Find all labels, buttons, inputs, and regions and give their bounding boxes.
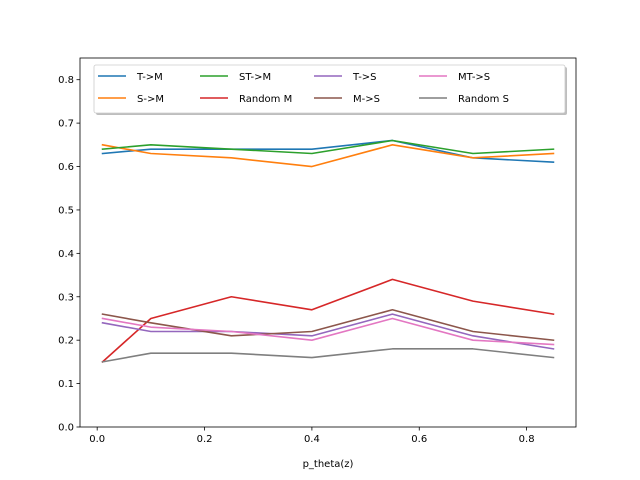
series-line-random-m — [101, 278, 555, 364]
legend-label: T->S — [352, 72, 377, 83]
x-axis: 0.0 0.2 0.4 0.6 0.8 — [89, 427, 535, 445]
y-tick-label: 0.3 — [58, 292, 74, 303]
y-tick-label: 0.5 — [58, 205, 74, 216]
series-line-mt-s — [101, 317, 555, 346]
legend-label: M->S — [353, 94, 380, 105]
y-tick-label: 0.8 — [58, 75, 74, 86]
x-axis-label: p_theta(z) — [303, 459, 354, 470]
legend-label: T->M — [136, 72, 163, 83]
y-tick-label: 0.2 — [58, 336, 74, 347]
y-tick-label: 0.6 — [58, 162, 74, 173]
legend-label: Random S — [458, 94, 509, 105]
series-line-st-m — [101, 139, 555, 155]
series-line-random-s — [101, 348, 555, 363]
y-axis: 0.0 0.1 0.2 0.3 0.4 0.5 0.6 0.7 0.8 — [58, 75, 80, 434]
legend: T->M S->M ST->M Random M T->S M->S MT->S Random… — [93, 64, 567, 115]
y-tick-label: 0.7 — [58, 119, 74, 130]
x-tick-label: 0.0 — [89, 434, 105, 445]
series-line-m-s — [101, 308, 555, 342]
legend-box — [93, 64, 566, 114]
x-tick-label: 0.6 — [411, 434, 427, 445]
y-tick-label: 0.4 — [58, 249, 74, 260]
series-layer — [101, 139, 555, 364]
legend-label: S->M — [137, 94, 164, 105]
legend-label: ST->M — [239, 72, 271, 83]
legend-label: MT->S — [458, 72, 490, 83]
y-tick-label: 0.0 — [58, 423, 74, 434]
x-tick-label: 0.2 — [197, 434, 213, 445]
legend-label: Random M — [239, 94, 292, 105]
plot-area — [79, 57, 577, 428]
series-line-t-s — [101, 313, 555, 350]
x-tick-label: 0.8 — [519, 434, 535, 445]
series-line-s-m — [101, 143, 555, 168]
y-tick-label: 0.1 — [58, 379, 74, 390]
x-tick-label: 0.4 — [304, 434, 320, 445]
axes-frame — [79, 57, 577, 428]
